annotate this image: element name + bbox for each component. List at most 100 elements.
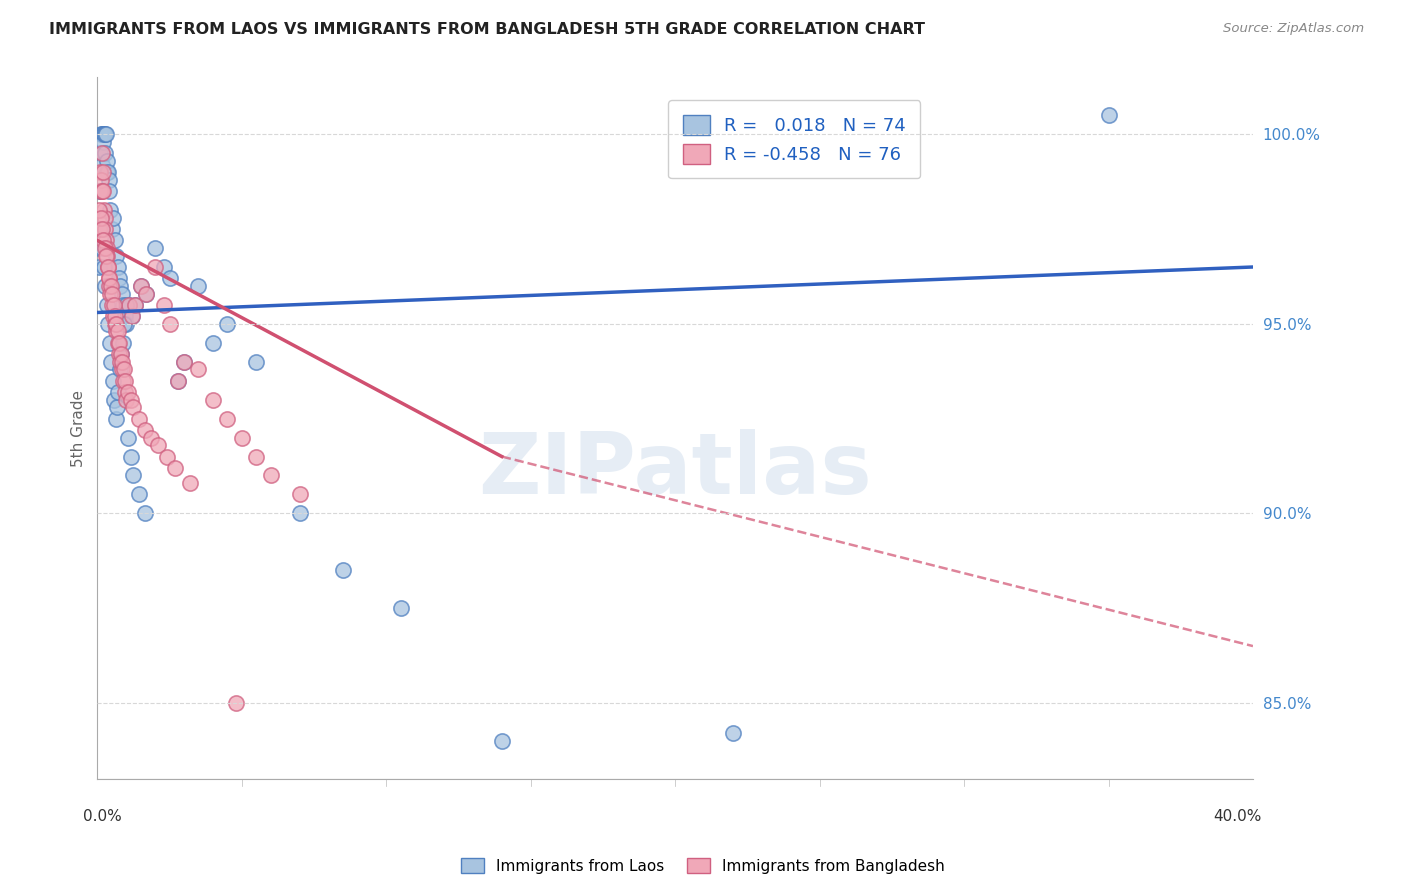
- Text: 0.0%: 0.0%: [83, 809, 122, 824]
- Point: [201, 392, 224, 407]
- Point: [93, 260, 115, 274]
- Point: [108, 347, 131, 361]
- Point: [97, 317, 120, 331]
- Point: [288, 507, 311, 521]
- Point: [139, 431, 162, 445]
- Point: [90, 128, 112, 142]
- Point: [108, 362, 131, 376]
- Point: [87, 260, 110, 274]
- Point: [97, 271, 120, 285]
- Point: [90, 128, 112, 142]
- Point: [107, 325, 129, 339]
- Point: [91, 165, 114, 179]
- Point: [288, 487, 311, 501]
- Point: [124, 298, 146, 312]
- Point: [159, 271, 181, 285]
- Point: [491, 734, 513, 748]
- Point: [101, 298, 124, 312]
- Point: [110, 279, 132, 293]
- Point: [105, 317, 128, 331]
- Point: [98, 184, 121, 198]
- Point: [117, 385, 139, 400]
- Point: [143, 241, 166, 255]
- Point: [165, 461, 187, 475]
- Point: [115, 392, 138, 407]
- Point: [114, 374, 136, 388]
- Point: [89, 222, 111, 236]
- Text: 40.0%: 40.0%: [1213, 809, 1261, 824]
- Point: [98, 279, 121, 293]
- Point: [134, 423, 156, 437]
- Point: [104, 317, 127, 331]
- Point: [101, 374, 124, 388]
- Point: [245, 355, 267, 369]
- Point: [143, 260, 166, 274]
- Point: [97, 173, 120, 187]
- Point: [89, 184, 111, 198]
- Point: [93, 211, 115, 225]
- Point: [93, 128, 115, 142]
- Point: [103, 298, 125, 312]
- Point: [89, 146, 111, 161]
- Point: [91, 241, 114, 255]
- Point: [118, 298, 141, 312]
- Point: [124, 298, 146, 312]
- Point: [114, 310, 136, 324]
- Point: [104, 411, 127, 425]
- Point: [101, 286, 124, 301]
- Point: [105, 325, 128, 339]
- Point: [93, 128, 115, 142]
- Y-axis label: 5th Grade: 5th Grade: [72, 390, 86, 467]
- Point: [94, 146, 117, 161]
- Point: [187, 362, 209, 376]
- Point: [97, 260, 120, 274]
- Point: [98, 335, 121, 350]
- Point: [128, 411, 150, 425]
- Point: [87, 241, 110, 255]
- Point: [105, 401, 128, 415]
- Point: [118, 298, 141, 312]
- Point: [115, 317, 138, 331]
- Point: [112, 362, 135, 376]
- Point: [146, 438, 169, 452]
- Point: [107, 385, 129, 400]
- Point: [110, 347, 132, 361]
- Point: [90, 146, 112, 161]
- Point: [94, 241, 117, 255]
- Point: [201, 335, 224, 350]
- Point: [89, 184, 111, 198]
- Legend: R =   0.018   N = 74, R = -0.458   N = 76: R = 0.018 N = 74, R = -0.458 N = 76: [668, 101, 921, 178]
- Text: IMMIGRANTS FROM LAOS VS IMMIGRANTS FROM BANGLADESH 5TH GRADE CORRELATION CHART: IMMIGRANTS FROM LAOS VS IMMIGRANTS FROM …: [49, 22, 925, 37]
- Point: [167, 374, 190, 388]
- Point: [121, 310, 143, 324]
- Point: [173, 355, 195, 369]
- Point: [91, 184, 114, 198]
- Point: [128, 487, 150, 501]
- Point: [111, 335, 134, 350]
- Point: [231, 431, 253, 445]
- Point: [104, 234, 127, 248]
- Point: [108, 271, 131, 285]
- Point: [117, 431, 139, 445]
- Point: [1097, 108, 1119, 122]
- Point: [156, 450, 179, 464]
- Point: [101, 222, 124, 236]
- Point: [93, 234, 115, 248]
- Point: [179, 476, 201, 491]
- Point: [100, 279, 122, 293]
- Point: [217, 411, 239, 425]
- Point: [94, 128, 117, 142]
- Point: [245, 450, 267, 464]
- Text: ZIPatlas: ZIPatlas: [478, 429, 872, 512]
- Text: Source: ZipAtlas.com: Source: ZipAtlas.com: [1223, 22, 1364, 36]
- Point: [111, 362, 134, 376]
- Point: [112, 374, 135, 388]
- Point: [91, 135, 114, 149]
- Point: [173, 355, 195, 369]
- Point: [90, 184, 112, 198]
- Point: [134, 507, 156, 521]
- Point: [93, 203, 115, 218]
- Point: [120, 450, 142, 464]
- Point: [100, 355, 122, 369]
- Point: [90, 173, 112, 187]
